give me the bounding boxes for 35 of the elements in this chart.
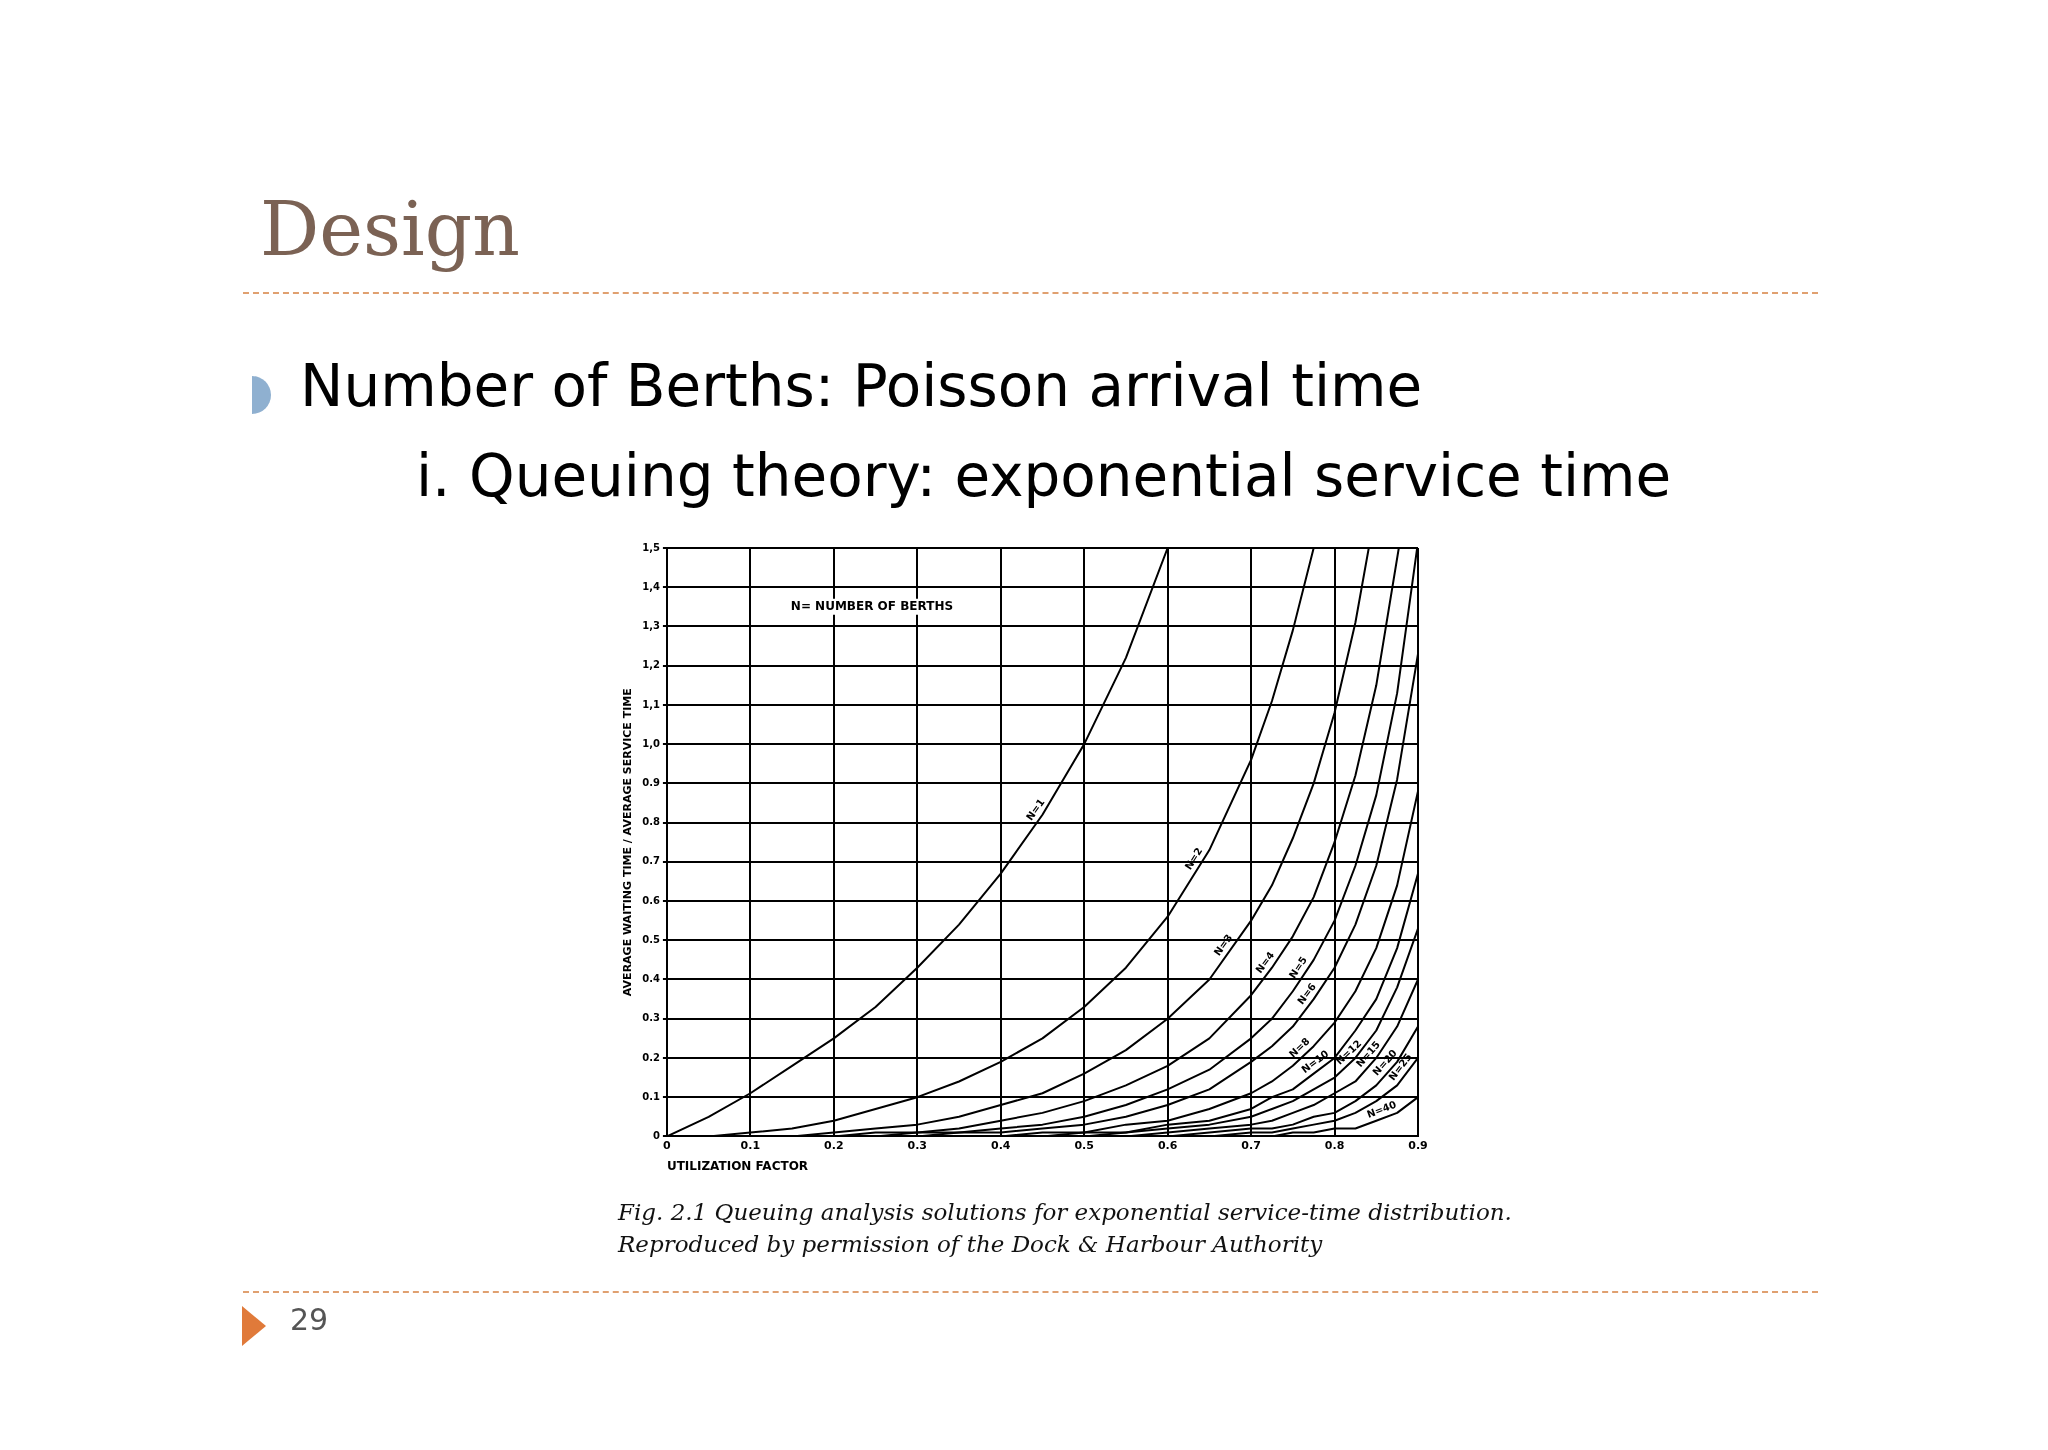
y-tick-label: 0 — [652, 1129, 660, 1141]
chart-subtitle: Number of Berths: Poisson arrival time — [300, 352, 1423, 420]
x-tick-label: 0.2 — [824, 1138, 844, 1152]
x-tick-label: 0.6 — [1157, 1138, 1178, 1152]
y-tick-label: 0.2 — [642, 1051, 660, 1063]
x-axis-title: UTILIZATION FACTOR — [666, 1158, 809, 1173]
x-tick-label: 0.7 — [1241, 1138, 1261, 1152]
x-tick-label: 0.8 — [1324, 1138, 1345, 1152]
y-tick-label: 1,3 — [642, 620, 660, 632]
y-tick-label: 1,5 — [642, 541, 660, 553]
y-tick-label: 0.3 — [642, 1012, 660, 1024]
caption: Fig. 2.1 Queuing analysis solutions for exponential service-time distribution. Reproduced by permission of the Dock & Harbour Authority — [618, 1198, 1513, 1259]
y-tick-label: 1,1 — [642, 698, 660, 710]
y-tick-label: 0.9 — [642, 776, 660, 788]
y-tick-label: 0.8 — [642, 816, 660, 828]
y-tick-label: 1,4 — [642, 580, 660, 592]
annotation: N= NUMBER OF BERTHS — [790, 598, 954, 613]
x-tick-label: 0.1 — [740, 1138, 761, 1152]
x-tick-label: 0.5 — [1074, 1138, 1094, 1152]
text: 29 — [290, 1302, 329, 1337]
y-tick-label: 0.5 — [642, 933, 660, 945]
chart-title: Design — [260, 186, 520, 272]
y-tick-label: 0.1 — [642, 1090, 660, 1102]
y-tick-label: 0.7 — [642, 855, 660, 867]
y-tick-label: 0.4 — [642, 973, 660, 985]
y-axis-title: AVERAGE WAITING TIME / AVERAGE SERVICE TIME — [621, 688, 635, 997]
text: i. Queuing theory: exponential service time — [416, 442, 1672, 510]
x-tick-label: 0.4 — [990, 1138, 1011, 1152]
y-tick-label: 0.6 — [642, 894, 660, 906]
x-tick-label: 0.3 — [907, 1138, 928, 1152]
text: N=40 — [1365, 1098, 1398, 1120]
x-tick-label: 0 — [663, 1138, 672, 1152]
x-tick-label: 0.9 — [1408, 1138, 1428, 1152]
y-tick-label: 1,2 — [642, 659, 660, 671]
y-tick-label: 1,0 — [642, 737, 660, 749]
